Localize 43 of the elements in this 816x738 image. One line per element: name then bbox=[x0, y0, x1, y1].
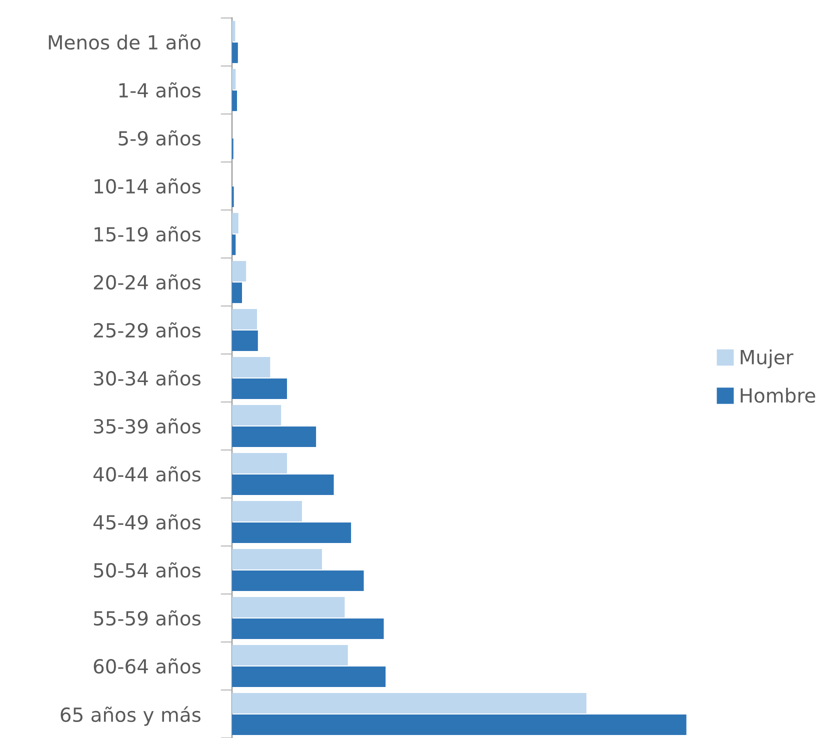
bar bbox=[232, 474, 334, 496]
bar bbox=[232, 234, 236, 256]
y-tick-label: 35-39 años bbox=[94, 418, 200, 434]
bar bbox=[232, 548, 322, 570]
legend-label: Hombre bbox=[740, 388, 816, 403]
bar bbox=[232, 714, 686, 736]
y-tick-label: 45-49 años bbox=[93, 514, 200, 530]
bar bbox=[232, 452, 287, 474]
bar bbox=[232, 68, 236, 90]
bar bbox=[232, 618, 384, 640]
bar bbox=[232, 90, 237, 112]
bar bbox=[232, 282, 242, 304]
bar bbox=[232, 644, 348, 666]
bar bbox=[232, 212, 238, 234]
y-tick-label: 30-34 años bbox=[94, 370, 200, 386]
bar bbox=[232, 404, 282, 426]
y-tick-label: 60-64 años bbox=[94, 658, 200, 674]
bar bbox=[232, 42, 238, 64]
bar bbox=[232, 260, 246, 282]
bar bbox=[232, 426, 316, 448]
y-tick-label: 40-44 años bbox=[93, 466, 200, 482]
y-tick-label: 5-9 años bbox=[118, 130, 200, 146]
bar bbox=[232, 356, 270, 378]
y-tick-label: Menos de 1 año bbox=[48, 34, 200, 50]
bar bbox=[232, 570, 364, 592]
bar bbox=[232, 308, 257, 330]
bar bbox=[232, 666, 386, 688]
y-tick-label: 65 años y más bbox=[60, 706, 200, 726]
bar bbox=[232, 500, 302, 522]
bar bbox=[232, 522, 352, 544]
legend-label: Mujer bbox=[740, 349, 794, 368]
y-tick-label: 50-54 años bbox=[94, 562, 200, 578]
bar bbox=[232, 378, 287, 400]
bar bbox=[232, 20, 236, 42]
bar bbox=[232, 596, 345, 618]
bar bbox=[232, 692, 586, 714]
y-tick-label: 25-29 años bbox=[94, 322, 200, 338]
y-tick-label: 55-59 años bbox=[94, 610, 200, 626]
y-tick-label: 15-19 años bbox=[94, 226, 200, 242]
y-tick-label: 20-24 años bbox=[94, 274, 200, 290]
y-tick-label: 1-4 años bbox=[119, 82, 200, 98]
bar bbox=[232, 330, 258, 352]
y-tick-label: 10-14 años bbox=[94, 178, 200, 194]
